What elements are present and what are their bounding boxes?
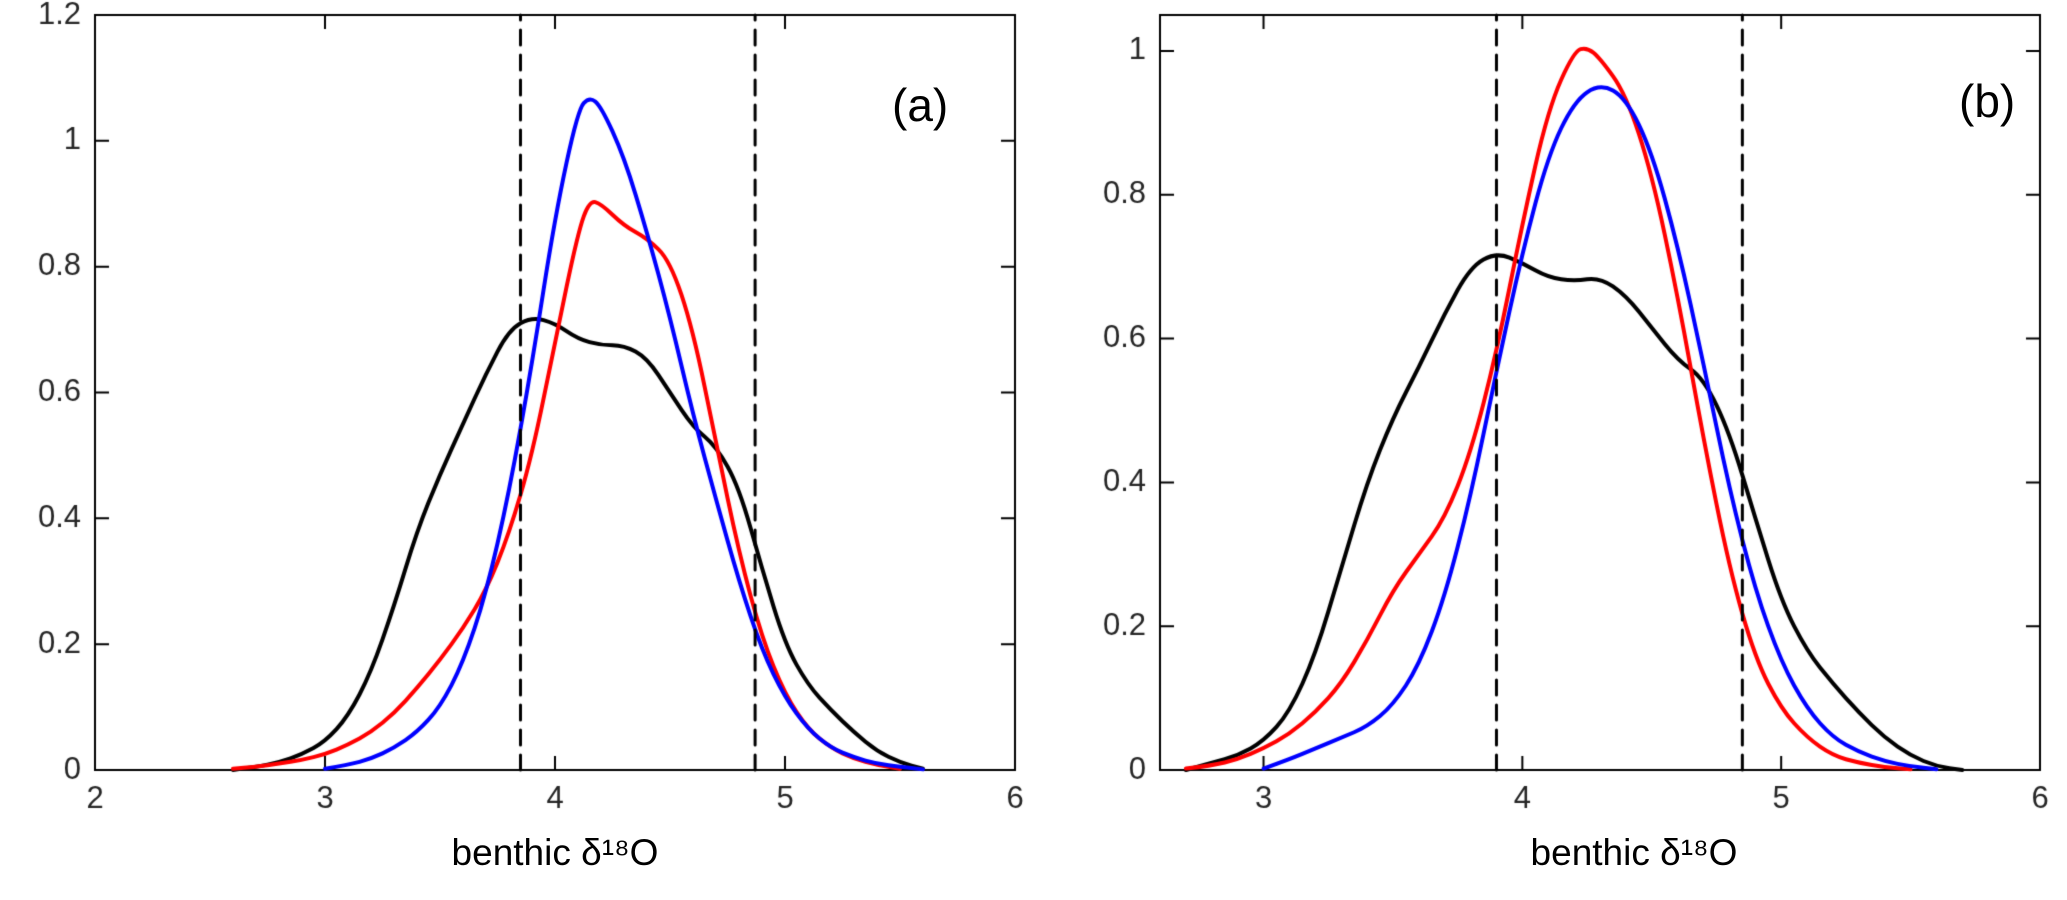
panel-b-label: (b) bbox=[1959, 75, 2016, 127]
panel-a-label: (a) bbox=[892, 79, 949, 131]
panel-a-xaxis-label: benthic δ¹⁸O bbox=[451, 832, 659, 873]
panel-b: (b) benthic δ¹⁸O bbox=[1034, 0, 2067, 900]
panel-b-xaxis-label: benthic δ¹⁸O bbox=[1530, 832, 1738, 873]
panel-a: (a) benthic δ¹⁸O bbox=[0, 0, 1033, 900]
density-plot-a-canvas bbox=[0, 0, 1033, 900]
density-plot-b-canvas bbox=[1034, 0, 2067, 900]
